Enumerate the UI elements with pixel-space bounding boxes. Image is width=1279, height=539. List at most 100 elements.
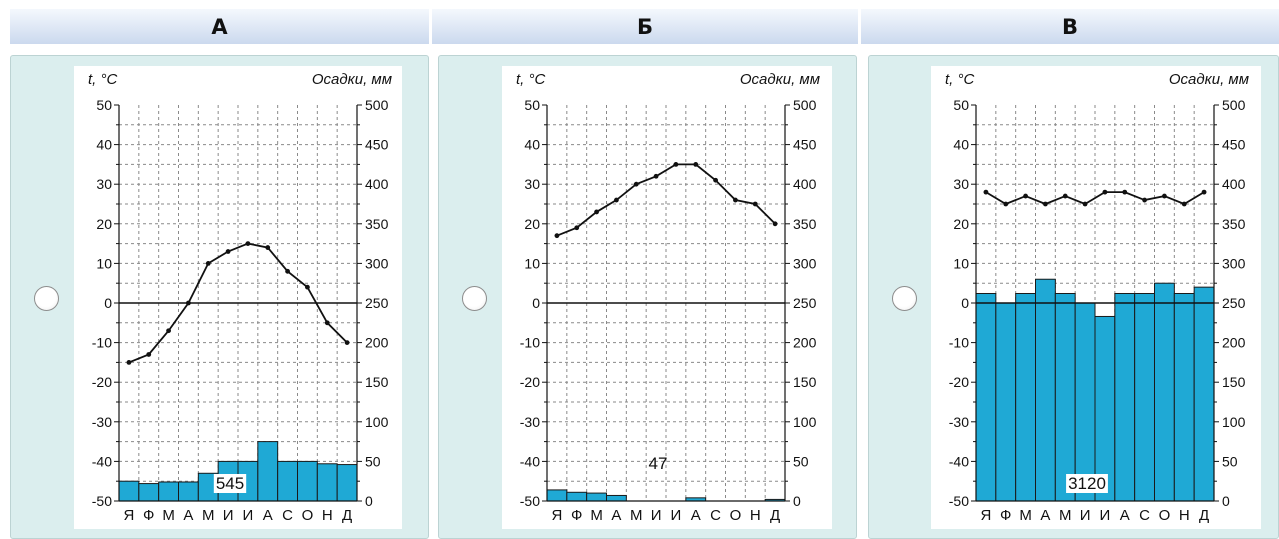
- chart-b-temp-point: [733, 197, 738, 203]
- chart-b-ytick-left-label: -10: [520, 335, 540, 351]
- answer-radio-b[interactable]: [462, 286, 487, 311]
- chart-a-month-label: И: [243, 507, 254, 524]
- chart-a-month-label: Я: [123, 507, 134, 524]
- chart-c-precip-bar: [1193, 286, 1215, 502]
- chart-c-month-label: С: [1139, 507, 1150, 524]
- chart-c-ytick-right-label: 450: [1222, 137, 1246, 153]
- chart-c-temp-point: [1122, 189, 1128, 195]
- chart-b-month-label: И: [651, 507, 662, 524]
- chart-c-ytick-left-label: 50: [953, 97, 969, 113]
- chart-a-precip-bar: [138, 483, 160, 502]
- chart-c-ytick-right-label: 400: [1222, 176, 1246, 192]
- chart-b-ytick-left-label: 30: [524, 176, 540, 192]
- chart-a-temp-point: [305, 284, 310, 290]
- chart-a-temp-point: [186, 300, 191, 306]
- chart-b-month-label: А: [691, 507, 701, 524]
- chart-c-ytick-right-label: 50: [1222, 453, 1238, 469]
- chart-b-annual-precip: 47: [649, 454, 668, 473]
- chart-b-month-label: С: [710, 507, 721, 524]
- chart-b-temp-point: [574, 225, 580, 231]
- answer-radio-a[interactable]: [34, 286, 59, 311]
- chart-a-ytick-left-label: 0: [104, 295, 112, 311]
- chart-c-precip-bar: [975, 292, 997, 502]
- chart-a-precip-bar: [297, 460, 318, 502]
- chart-c-ytick-left-label: 20: [953, 216, 969, 232]
- chart-a-month-label: С: [282, 507, 293, 524]
- chart-b-temp-point: [554, 233, 560, 239]
- chart-b-ytick-right-label: 150: [793, 374, 817, 390]
- chart-b-ytick-left-label: 10: [524, 255, 540, 271]
- chart-a-ylabel-right: Осадки, мм: [312, 71, 392, 88]
- column-header-b: Б: [432, 9, 858, 44]
- chart-b-plot: 50403020100-10-20-30-40-5050045040035030…: [516, 71, 820, 524]
- chart-a-temp-point: [126, 360, 132, 365]
- chart-c-ytick-right-label: 250: [1222, 295, 1246, 311]
- chart-c-precip-bar: [1134, 292, 1156, 502]
- chart-a-ytick-right-label: 0: [365, 493, 373, 509]
- chart-b-ytick-right-label: 400: [793, 176, 817, 192]
- chart-c-ytick-left-label: -50: [949, 493, 969, 509]
- chart-c-ytick-left-label: 0: [961, 295, 969, 311]
- chart-b-month-label: Д: [770, 507, 780, 524]
- chart-a-ytick-right-label: 150: [365, 374, 389, 390]
- chart-a-temp-line: [128, 242, 348, 364]
- chart-b-temp-point: [633, 181, 639, 187]
- chart-a-temp-point: [245, 241, 251, 247]
- chart-c-month-label: Я: [980, 507, 991, 524]
- chart-a-ytick-left-label: -30: [92, 414, 112, 430]
- chart-b-month-label: М: [630, 507, 643, 524]
- chart-a-ytick-left-label: 40: [96, 137, 112, 153]
- chart-c-month-label: Д: [1199, 507, 1209, 524]
- chart-b-temp-point: [673, 162, 679, 167]
- chart-c-month-label: А: [1120, 507, 1130, 524]
- chart-b-ylabel-right: Осадки, мм: [740, 71, 820, 88]
- chart-c-month-label: М: [1019, 507, 1032, 524]
- chart-b-month-label: Н: [750, 507, 761, 524]
- chart-a-precip-bar: [257, 441, 279, 502]
- chart-a-month-label: М: [202, 507, 215, 524]
- chart-c-temp-point: [1082, 201, 1088, 207]
- chart-b-temp-line: [556, 163, 776, 237]
- chart-c-month-label: Н: [1179, 507, 1190, 524]
- chart-c-ytick-right-label: 350: [1222, 216, 1246, 232]
- chart-c-precip-bar: [1154, 282, 1175, 502]
- chart-c-temp-point: [1201, 189, 1207, 195]
- climate-chart-a: 50 40 30 20 10 0 -10 -20 -30 -40 -50 500 450 400 350 30…: [74, 66, 402, 529]
- chart-a-precip-bar: [158, 481, 179, 502]
- chart-a-ytick-right-label: 400: [365, 176, 389, 192]
- chart-c-ytick-left-label: -40: [949, 453, 969, 469]
- chart-a-ylabel-left: t, °C: [88, 71, 118, 88]
- chart-c-month-label: М: [1059, 507, 1072, 524]
- chart-c-ytick-left-label: 40: [953, 137, 969, 153]
- chart-a-precip-bar: [178, 481, 199, 502]
- chart-c-temp-point: [1043, 201, 1048, 207]
- chart-b-precip-bar: [546, 489, 568, 502]
- chart-c-month-label: Ф: [1000, 507, 1011, 524]
- answer-radio-c[interactable]: [892, 286, 917, 311]
- chart-a-ytick-left-label: 30: [96, 176, 112, 192]
- chart-a-ytick-left-label: 20: [96, 216, 112, 232]
- chart-a-temp-point: [225, 249, 231, 254]
- column-header-b-label: Б: [636, 14, 653, 39]
- chart-c-temp-point: [1003, 201, 1009, 207]
- chart-c-precip-bar: [1074, 302, 1096, 502]
- chart-b-month-label: М: [590, 507, 603, 524]
- chart-c-temp-point: [1062, 193, 1068, 199]
- climate-chart-a-svg: 50403020100-10-20-30-40-5050045040035030…: [88, 71, 392, 524]
- chart-c-temp-line: [985, 191, 1205, 206]
- chart-a-month-label: О: [302, 507, 314, 524]
- chart-a-month-label: А: [183, 507, 193, 524]
- column-header-c: В: [861, 9, 1279, 44]
- chart-c-annual-precip: 3120: [1068, 474, 1106, 493]
- chart-b-ytick-left-label: -30: [520, 414, 540, 430]
- chart-a-ytick-left-label: -10: [92, 335, 112, 351]
- chart-a-month-label: А: [263, 507, 273, 524]
- chart-a-ytick-right-label: 200: [365, 335, 389, 351]
- chart-b-temp-point: [752, 201, 758, 207]
- chart-a-ytick-right-label: 350: [365, 216, 389, 232]
- chart-b-month-label: Я: [551, 507, 562, 524]
- chart-b-month-label: О: [730, 507, 742, 524]
- chart-a-ytick-right-label: 100: [365, 414, 389, 430]
- chart-b-ytick-right-label: 300: [793, 255, 817, 271]
- chart-c-plot: 50403020100-10-20-30-40-5050045040035030…: [945, 71, 1249, 524]
